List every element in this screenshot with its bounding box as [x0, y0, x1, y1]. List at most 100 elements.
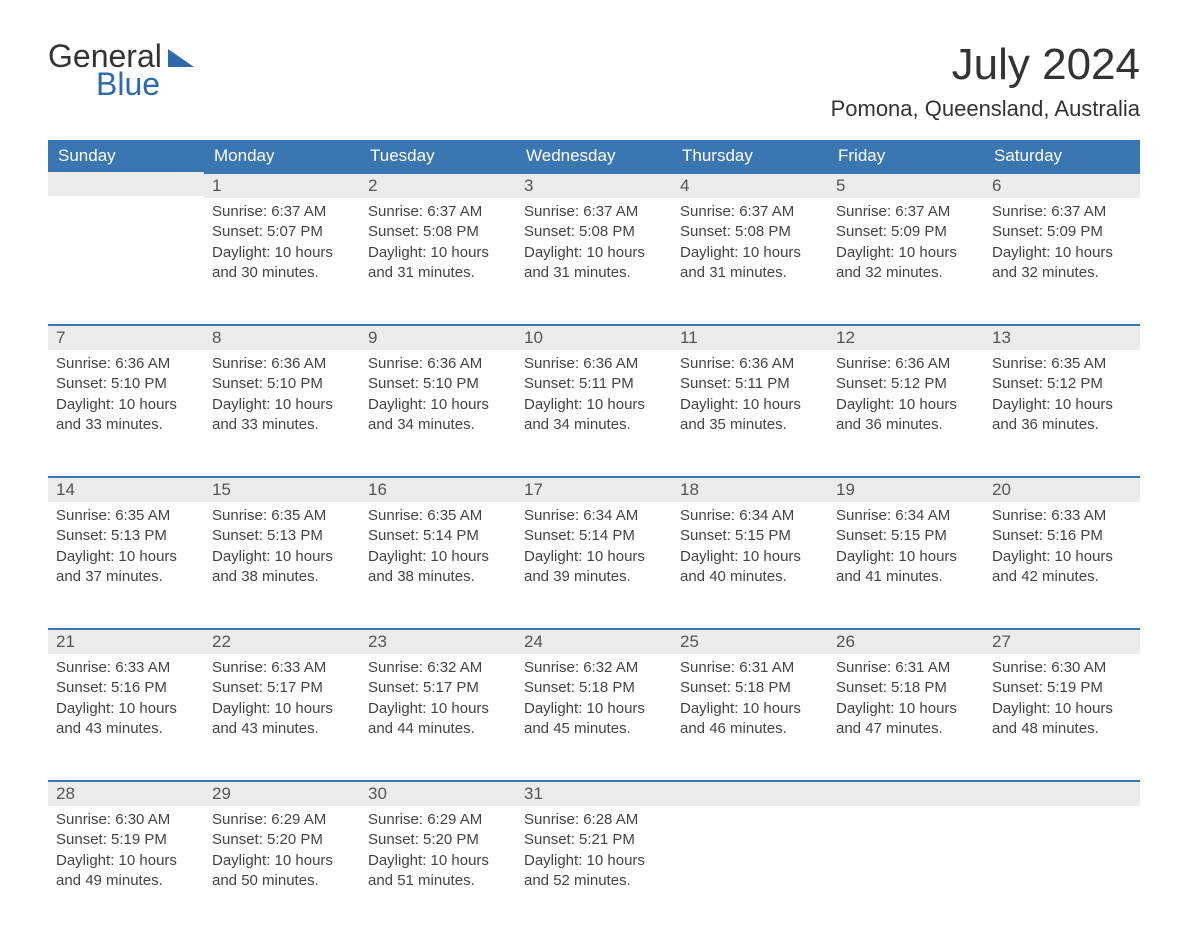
- daylight-line-1: Daylight: 10 hours: [992, 395, 1132, 415]
- day-cell: Sunrise: 6:36 AMSunset: 5:11 PMDaylight:…: [672, 350, 828, 455]
- sunset-line: Sunset: 5:13 PM: [212, 526, 352, 546]
- day-cell: Sunrise: 6:30 AMSunset: 5:19 PMDaylight:…: [48, 806, 204, 911]
- sunrise-line: Sunrise: 6:35 AM: [56, 506, 196, 526]
- sunrise-line: Sunrise: 6:34 AM: [524, 506, 664, 526]
- sunset-line: Sunset: 5:15 PM: [836, 526, 976, 546]
- sunrise-line: Sunrise: 6:37 AM: [836, 202, 976, 222]
- day-header: Monday: [204, 140, 360, 172]
- daylight-line-1: Daylight: 10 hours: [368, 243, 508, 263]
- day-header: Tuesday: [360, 140, 516, 172]
- day-cell: Sunrise: 6:36 AMSunset: 5:11 PMDaylight:…: [516, 350, 672, 455]
- daylight-line-1: Daylight: 10 hours: [56, 851, 196, 871]
- sunset-line: Sunset: 5:16 PM: [992, 526, 1132, 546]
- daylight-line-1: Daylight: 10 hours: [524, 699, 664, 719]
- daylight-line-2: and 33 minutes.: [212, 415, 352, 435]
- day-cell: Sunrise: 6:35 AMSunset: 5:12 PMDaylight:…: [984, 350, 1140, 455]
- sunrise-line: Sunrise: 6:29 AM: [212, 810, 352, 830]
- day-number: 12: [828, 324, 984, 350]
- day-number-empty: [48, 172, 204, 196]
- sunrise-line: Sunrise: 6:34 AM: [680, 506, 820, 526]
- daylight-line-1: Daylight: 10 hours: [56, 395, 196, 415]
- sunrise-line: Sunrise: 6:37 AM: [212, 202, 352, 222]
- daylight-line-1: Daylight: 10 hours: [368, 699, 508, 719]
- daylight-line-2: and 34 minutes.: [524, 415, 664, 435]
- sunset-line: Sunset: 5:10 PM: [368, 374, 508, 394]
- day-number: 25: [672, 628, 828, 654]
- sunrise-line: Sunrise: 6:30 AM: [992, 658, 1132, 678]
- daylight-line-2: and 31 minutes.: [680, 263, 820, 283]
- daylight-line-1: Daylight: 10 hours: [836, 699, 976, 719]
- daylight-line-2: and 48 minutes.: [992, 719, 1132, 739]
- sunrise-line: Sunrise: 6:36 AM: [524, 354, 664, 374]
- daylight-line-1: Daylight: 10 hours: [524, 243, 664, 263]
- day-cell: Sunrise: 6:34 AMSunset: 5:15 PMDaylight:…: [828, 502, 984, 607]
- day-number-empty: [828, 780, 984, 806]
- day-cell: Sunrise: 6:29 AMSunset: 5:20 PMDaylight:…: [204, 806, 360, 911]
- day-cell: Sunrise: 6:29 AMSunset: 5:20 PMDaylight:…: [360, 806, 516, 911]
- day-cell: Sunrise: 6:35 AMSunset: 5:13 PMDaylight:…: [48, 502, 204, 607]
- day-cell: Sunrise: 6:35 AMSunset: 5:14 PMDaylight:…: [360, 502, 516, 607]
- day-cell: Sunrise: 6:32 AMSunset: 5:18 PMDaylight:…: [516, 654, 672, 759]
- sunrise-line: Sunrise: 6:35 AM: [368, 506, 508, 526]
- day-cell: Sunrise: 6:33 AMSunset: 5:16 PMDaylight:…: [984, 502, 1140, 607]
- sunrise-line: Sunrise: 6:31 AM: [836, 658, 976, 678]
- day-cell: Sunrise: 6:37 AMSunset: 5:09 PMDaylight:…: [828, 198, 984, 303]
- day-number: 23: [360, 628, 516, 654]
- sunrise-line: Sunrise: 6:32 AM: [368, 658, 508, 678]
- daylight-line-2: and 45 minutes.: [524, 719, 664, 739]
- day-header: Thursday: [672, 140, 828, 172]
- daylight-line-1: Daylight: 10 hours: [836, 243, 976, 263]
- day-number: 1: [204, 172, 360, 198]
- day-cell: Sunrise: 6:31 AMSunset: 5:18 PMDaylight:…: [672, 654, 828, 759]
- day-number: 13: [984, 324, 1140, 350]
- day-cell: Sunrise: 6:37 AMSunset: 5:07 PMDaylight:…: [204, 198, 360, 303]
- sunset-line: Sunset: 5:11 PM: [680, 374, 820, 394]
- daylight-line-1: Daylight: 10 hours: [212, 243, 352, 263]
- sunset-line: Sunset: 5:16 PM: [56, 678, 196, 698]
- daylight-line-2: and 36 minutes.: [992, 415, 1132, 435]
- daylight-line-2: and 52 minutes.: [524, 871, 664, 891]
- day-number: 15: [204, 476, 360, 502]
- location: Pomona, Queensland, Australia: [831, 96, 1140, 122]
- daylight-line-2: and 35 minutes.: [680, 415, 820, 435]
- daylight-line-1: Daylight: 10 hours: [992, 699, 1132, 719]
- day-cell: Sunrise: 6:36 AMSunset: 5:10 PMDaylight:…: [360, 350, 516, 455]
- sunset-line: Sunset: 5:07 PM: [212, 222, 352, 242]
- daylight-line-1: Daylight: 10 hours: [212, 699, 352, 719]
- daylight-line-2: and 51 minutes.: [368, 871, 508, 891]
- daylight-line-1: Daylight: 10 hours: [212, 547, 352, 567]
- sunrise-line: Sunrise: 6:28 AM: [524, 810, 664, 830]
- sunrise-line: Sunrise: 6:35 AM: [992, 354, 1132, 374]
- day-number: 16: [360, 476, 516, 502]
- daylight-line-2: and 38 minutes.: [212, 567, 352, 587]
- sunset-line: Sunset: 5:18 PM: [680, 678, 820, 698]
- daylight-line-2: and 49 minutes.: [56, 871, 196, 891]
- sunset-line: Sunset: 5:18 PM: [836, 678, 976, 698]
- daylight-line-1: Daylight: 10 hours: [680, 243, 820, 263]
- sunset-line: Sunset: 5:14 PM: [524, 526, 664, 546]
- sunrise-line: Sunrise: 6:37 AM: [368, 202, 508, 222]
- daylight-line-1: Daylight: 10 hours: [212, 851, 352, 871]
- day-cell: Sunrise: 6:33 AMSunset: 5:16 PMDaylight:…: [48, 654, 204, 759]
- sunset-line: Sunset: 5:18 PM: [524, 678, 664, 698]
- daylight-line-1: Daylight: 10 hours: [836, 395, 976, 415]
- day-number: 28: [48, 780, 204, 806]
- day-number: 10: [516, 324, 672, 350]
- header: General Blue July 2024 Pomona, Queenslan…: [48, 40, 1140, 122]
- sunrise-line: Sunrise: 6:31 AM: [680, 658, 820, 678]
- day-number: 4: [672, 172, 828, 198]
- day-cell: Sunrise: 6:36 AMSunset: 5:10 PMDaylight:…: [48, 350, 204, 455]
- sunset-line: Sunset: 5:17 PM: [212, 678, 352, 698]
- sunset-line: Sunset: 5:10 PM: [212, 374, 352, 394]
- day-number: 30: [360, 780, 516, 806]
- sunrise-line: Sunrise: 6:36 AM: [680, 354, 820, 374]
- day-cell: Sunrise: 6:37 AMSunset: 5:08 PMDaylight:…: [672, 198, 828, 303]
- day-number: 22: [204, 628, 360, 654]
- sunrise-line: Sunrise: 6:36 AM: [56, 354, 196, 374]
- sunrise-line: Sunrise: 6:33 AM: [56, 658, 196, 678]
- day-number: 21: [48, 628, 204, 654]
- day-number: 24: [516, 628, 672, 654]
- day-cell: Sunrise: 6:30 AMSunset: 5:19 PMDaylight:…: [984, 654, 1140, 759]
- sunset-line: Sunset: 5:08 PM: [524, 222, 664, 242]
- daylight-line-1: Daylight: 10 hours: [680, 699, 820, 719]
